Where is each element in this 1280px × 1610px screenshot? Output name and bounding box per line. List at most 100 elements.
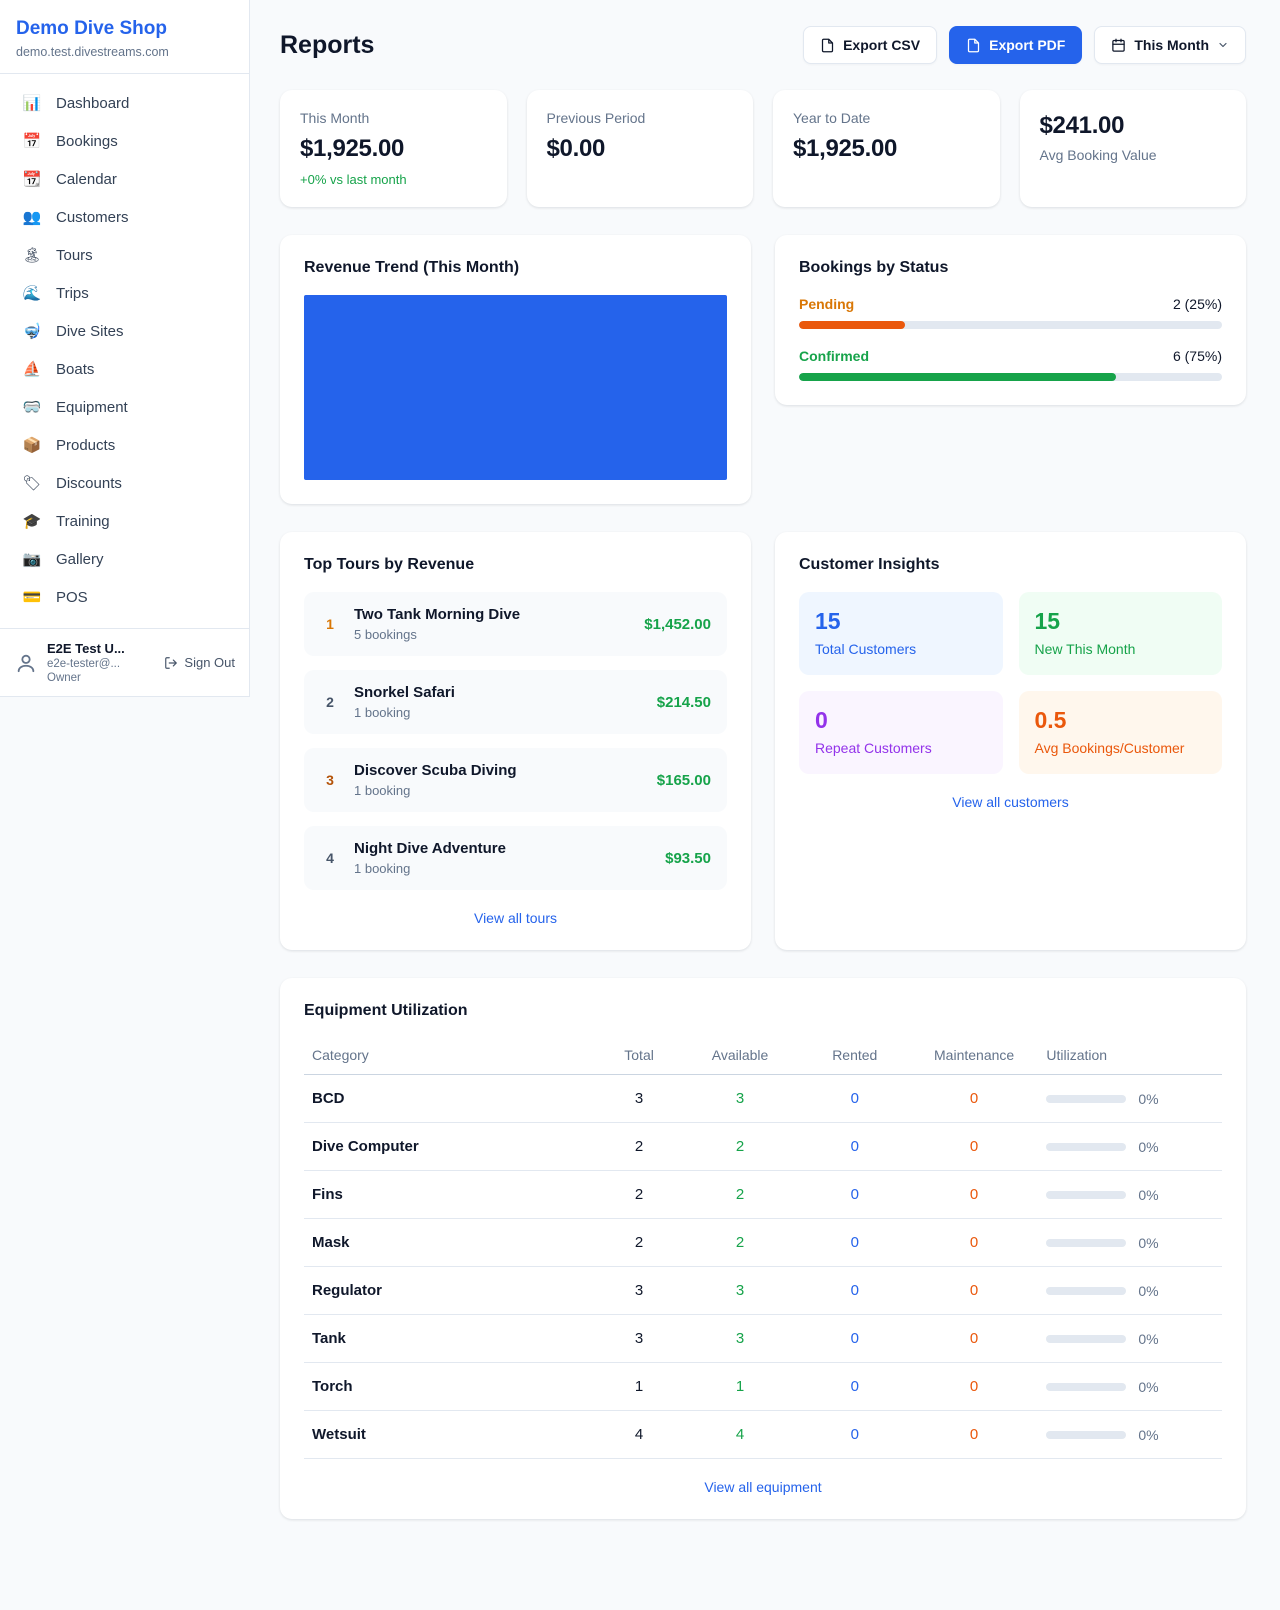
stat-value: $1,925.00 — [793, 135, 898, 162]
utilization-cell: 0% — [1046, 1283, 1214, 1299]
user-email: e2e-tester@... — [47, 658, 121, 670]
view-all-tours-link[interactable]: View all tours — [304, 910, 727, 926]
export-pdf-button[interactable]: Export PDF — [949, 26, 1083, 64]
insight-value: 0.5 — [1034, 707, 1067, 733]
cell-rented: 0 — [799, 1170, 910, 1219]
utilization-bar — [1046, 1238, 1127, 1247]
cell-total: 3 — [597, 1266, 681, 1315]
customer-insights-card: Customer Insights 15 Total Customers 15 … — [775, 532, 1246, 950]
stat-card-year-to-date: Year to Date $1,925.00 — [773, 90, 1000, 207]
chevron-down-icon — [1217, 39, 1229, 51]
col-category: Category — [304, 1036, 598, 1075]
utilization-bar — [1046, 1286, 1127, 1295]
cell-total: 2 — [597, 1218, 681, 1267]
tour-revenue: $165.00 — [656, 771, 711, 789]
sign-out-button[interactable]: Sign Out — [164, 655, 235, 670]
tour-bookings: 1 booking — [354, 705, 411, 720]
sidebar-item-dive-sites[interactable]: 🤿 Dive Sites — [8, 312, 241, 350]
status-bar-fill — [799, 373, 1117, 381]
insights-row: Top Tours by Revenue 1 Two Tank Morning … — [280, 532, 1246, 950]
utilization-percent: 0% — [1138, 1138, 1159, 1155]
utilization-bar — [1046, 1094, 1127, 1103]
tour-revenue: $1,452.00 — [644, 615, 711, 633]
sidebar-item-label: Calendar — [56, 170, 117, 188]
status-bar-track — [799, 321, 1222, 329]
file-icon — [821, 38, 834, 52]
sidebar-item-bookings[interactable]: 📅 Bookings — [8, 122, 241, 160]
cell-maintenance: 0 — [909, 1266, 1039, 1315]
stat-value: $0.00 — [546, 135, 606, 162]
tour-bookings: 5 bookings — [354, 627, 417, 642]
col-rented: Rented — [799, 1036, 910, 1075]
export-csv-button[interactable]: Export CSV — [803, 26, 938, 64]
cell-maintenance: 0 — [909, 1074, 1039, 1123]
insight-new-this-month: 15 New This Month — [1018, 592, 1222, 675]
cell-maintenance: 0 — [909, 1410, 1039, 1459]
cell-available: 2 — [680, 1170, 800, 1219]
stat-label: Year to Date — [793, 110, 871, 126]
tours-island-icon: 🏝 — [22, 247, 42, 264]
sidebar: Demo Dive Shop demo.test.divestreams.com… — [0, 0, 250, 697]
table-row: Wetsuit 4 4 0 0 0% — [304, 1410, 1222, 1459]
page-header: Reports Export CSV Export PDF This Month — [280, 26, 1246, 64]
utilization-bar — [1046, 1430, 1127, 1439]
insight-label: Repeat Customers — [815, 740, 932, 756]
sidebar-item-equipment[interactable]: 🥽 Equipment — [8, 388, 241, 426]
utilization-cell: 0% — [1046, 1091, 1214, 1107]
stat-label: Avg Booking Value — [1039, 147, 1157, 163]
cell-category: Fins — [304, 1170, 598, 1219]
cell-available: 4 — [680, 1410, 800, 1459]
sidebar-item-label: Tours — [56, 246, 93, 264]
equipment-table-header: Category Total Available Rented Maintena… — [304, 1036, 1222, 1075]
insights-grid: 15 Total Customers 15 New This Month 0 R… — [799, 592, 1222, 774]
equipment-utilization-card: Equipment Utilization Category Total Ava… — [280, 978, 1246, 1519]
sign-out-label: Sign Out — [184, 655, 235, 670]
stat-value: $241.00 — [1039, 112, 1125, 139]
tour-rank: 1 — [326, 616, 334, 632]
utilization-percent: 0% — [1138, 1426, 1159, 1443]
products-box-icon: 📦 — [22, 437, 42, 454]
cell-available: 3 — [680, 1074, 800, 1123]
sidebar-item-training[interactable]: 🎓 Training — [8, 502, 241, 540]
status-value: 2 (25%) — [1172, 296, 1222, 312]
bookings-by-status-card: Bookings by Status Pending 2 (25%) Confi… — [775, 235, 1246, 405]
tour-list: 1 Two Tank Morning Dive 5 bookings $1,45… — [304, 592, 727, 890]
cell-rented: 0 — [799, 1314, 910, 1363]
tour-bookings: 1 booking — [354, 783, 411, 798]
sidebar-item-discounts[interactable]: 🏷 Discounts — [8, 464, 241, 502]
insight-label: New This Month — [1034, 641, 1136, 657]
top-tours-card: Top Tours by Revenue 1 Two Tank Morning … — [280, 532, 751, 950]
cell-rented: 0 — [799, 1362, 910, 1411]
sidebar-item-trips[interactable]: 🌊 Trips — [8, 274, 241, 312]
view-all-equipment-link[interactable]: View all equipment — [304, 1479, 1222, 1495]
sidebar-item-gallery[interactable]: 📷 Gallery — [8, 540, 241, 578]
training-icon: 🎓 — [22, 513, 42, 530]
sidebar-item-label: Boats — [56, 360, 95, 378]
sidebar-item-dashboard[interactable]: 📊 Dashboard — [8, 84, 241, 122]
insight-value: 15 — [815, 608, 841, 634]
insight-label: Total Customers — [815, 641, 917, 657]
sidebar-item-tours[interactable]: 🏝 Tours — [8, 236, 241, 274]
revenue-trend-card: Revenue Trend (This Month) — [280, 235, 751, 504]
gallery-camera-icon: 📷 — [22, 551, 42, 568]
tour-row: 2 Snorkel Safari 1 booking $214.50 — [304, 670, 727, 734]
insight-avg-bookings-per-customer: 0.5 Avg Bookings/Customer — [1018, 691, 1222, 774]
cell-category: Tank — [304, 1314, 598, 1363]
stat-value: $1,925.00 — [300, 135, 405, 162]
cell-available: 2 — [680, 1122, 800, 1171]
status-bar-track — [799, 373, 1222, 381]
cell-total: 3 — [597, 1314, 681, 1363]
view-all-customers-link[interactable]: View all customers — [799, 794, 1222, 810]
cell-rented: 0 — [799, 1122, 910, 1171]
revenue-trend-chart — [304, 295, 727, 480]
sidebar-item-products[interactable]: 📦 Products — [8, 426, 241, 464]
sidebar-item-pos[interactable]: 💳 POS — [8, 578, 241, 616]
shop-name-link[interactable]: Demo Dive Shop — [16, 18, 167, 39]
sidebar-item-customers[interactable]: 👥 Customers — [8, 198, 241, 236]
period-selector[interactable]: This Month — [1094, 26, 1246, 64]
cell-maintenance: 0 — [909, 1362, 1039, 1411]
cell-available: 3 — [680, 1266, 800, 1315]
sidebar-item-label: Dashboard — [56, 94, 130, 112]
sidebar-item-boats[interactable]: ⛵ Boats — [8, 350, 241, 388]
sidebar-item-calendar[interactable]: 📆 Calendar — [8, 160, 241, 198]
